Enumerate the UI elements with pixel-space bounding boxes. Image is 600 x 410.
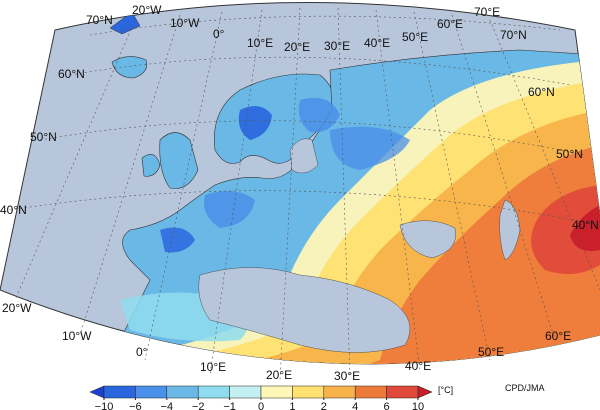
lon-line-20e [279,7,301,381]
lon-line-40e [375,9,421,373]
colorbar-bin [166,385,199,399]
bottom-lon-labels: 20°W 10°W 0° 10°E 20°E 30°E 40°E 50°E 60… [2,301,571,383]
lon-label-70e-top: 70°E [474,5,500,19]
unit-label: [°C] [438,385,453,395]
mediterranean-sea [198,267,411,353]
lon-label-30e-top: 30°E [324,39,350,53]
lon-label-60e-top: 60°E [437,17,463,31]
lon-label-40e-bottom: 40°E [405,359,431,373]
lon-line-10w [79,14,181,336]
ireland [141,154,161,177]
lon-line-70e [489,19,600,291]
anomaly-cold-iberia [160,227,195,253]
black-sea [399,220,456,259]
lon-line-20w [14,19,136,301]
lat-label-40n-left: 40°N [0,203,27,217]
britain [159,132,199,189]
lon-label-20w-top: 20°W [132,3,162,17]
colorbar-bin [89,385,105,399]
lon-label-40e-top: 40°E [364,36,390,50]
lat-label-50n-left: 50°N [30,130,57,144]
colorbar-tick-label: −4 [161,401,174,410]
lat-label-40n-right: 40°N [572,218,599,232]
colorbar-bin [197,385,230,399]
lon-label-60e-bottom: 60°E [545,329,571,343]
lon-label-50e-bottom: 50°E [478,345,504,359]
colorbar-bin [260,385,293,399]
lat-label-50n-right: 50°N [556,147,583,161]
source-credit: CPD/JMA [505,383,545,393]
lon-label-20e-top: 20°E [284,40,310,54]
anomaly-cool-central [330,126,410,170]
colorbar-bin [417,385,433,399]
caspian-sea [499,199,521,261]
lon-label-50e-top: 50°E [402,30,428,44]
greenland-fragment [109,11,141,35]
colorbar: −10 −6 −4 −2 −1 0 1 2 4 6 10 [89,385,433,410]
anomaly-cool-scandinavia [298,97,340,133]
colorbar-tick-label: 4 [352,401,358,410]
colorbar-tick-label: −1 [223,401,236,410]
colorbar-bin [103,385,136,399]
anomaly-band-6-10-east [531,185,600,274]
right-lat-labels: 70°N 60°N 50°N 40°N [500,28,599,232]
graticule [9,7,600,381]
colorbar-bin [354,385,387,399]
lon-line-10e [209,9,263,376]
lon-label-20w-bottom: 20°W [2,301,32,315]
lon-line-60e [451,14,556,341]
lon-line-30e [337,7,351,379]
anomaly-cold-france [204,191,255,228]
colorbar-bin [323,385,356,399]
iceland [111,56,148,79]
colorbar-tick-label: −6 [129,401,142,410]
colorbar-bin [386,385,419,399]
left-lat-labels: 70°N 60°N 50°N 40°N [0,13,113,217]
lon-label-10e-top: 10°E [247,36,273,50]
colorbar-tick-label: −10 [95,401,114,410]
colorbar-tick-label: −2 [192,401,205,410]
lat-label-60n-left: 60°N [58,67,85,81]
colorbar-tick-label: 1 [289,401,295,410]
colorbar-tick-label: 0 [258,401,264,410]
lat-label-70n-left: 70°N [86,13,113,27]
lon-label-10w-top: 10°W [170,16,200,30]
colorbar-bin [135,385,168,399]
lon-label-10w-bottom: 10°W [62,329,92,343]
colorbar-tick-label: 2 [321,401,327,410]
colorbar-bin [292,385,325,399]
lon-label-0-bottom: 0° [136,345,148,359]
baltic-sea [289,138,319,174]
lon-label-0-top: 0° [213,27,225,41]
seas [198,138,521,353]
lon-label-20e-bottom: 20°E [266,368,292,382]
lon-label-30e-bottom: 30°E [334,369,360,383]
colorbar-bin [229,385,262,399]
colorbar-tick-label: 10 [412,401,424,410]
lat-label-70n-right: 70°N [500,28,527,42]
lat-label-60n-right: 60°N [528,85,555,99]
lat-line-70n [89,15,561,36]
anomaly-band-gt10 [570,205,600,251]
lat-line-60n [69,56,571,86]
top-lon-labels: 20°W 10°W 0° 10°E 20°E 30°E 40°E 50°E 60… [132,3,500,54]
lon-line-50e [413,11,491,361]
colorbar-tick-label: 6 [384,401,390,410]
lon-label-10e-bottom: 10°E [200,360,226,374]
